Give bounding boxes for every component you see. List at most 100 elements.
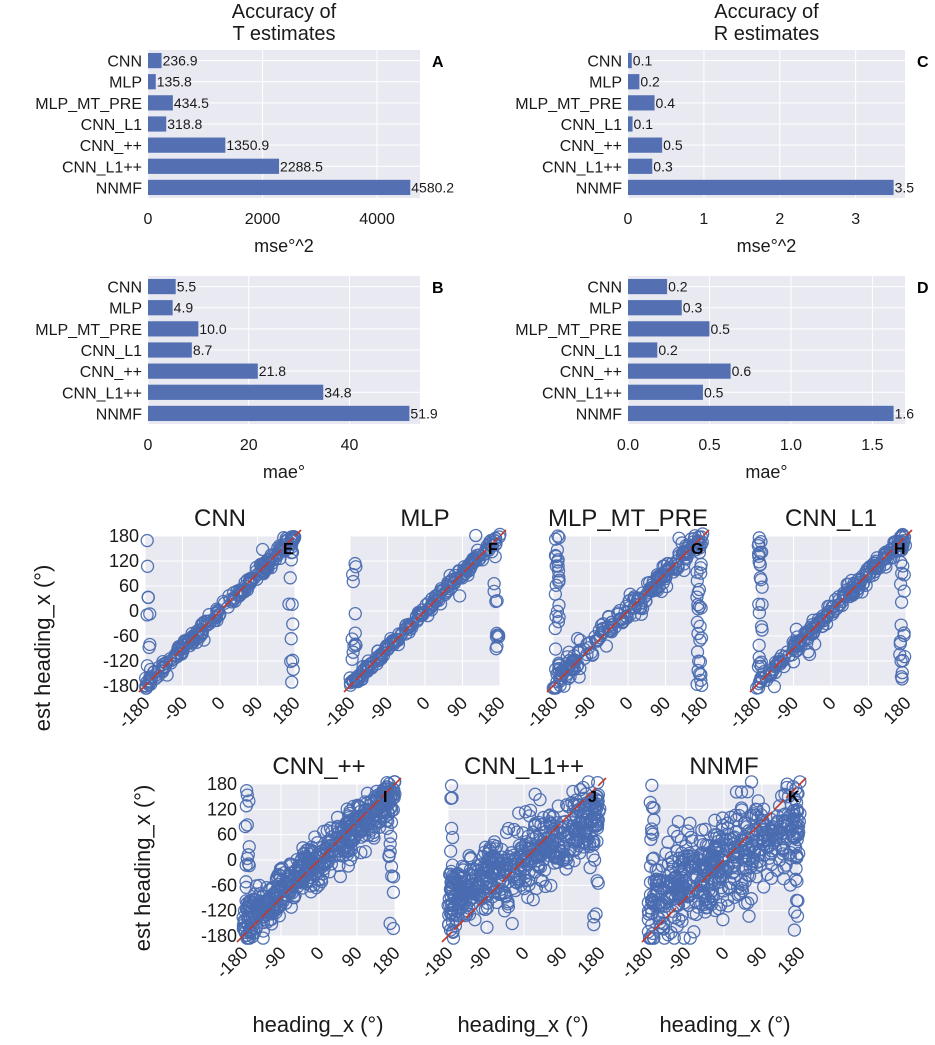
data-point (661, 561, 676, 575)
scatter-points (641, 775, 807, 945)
data-point (551, 553, 565, 567)
data-point (731, 888, 746, 902)
x-tick-label: 180 (879, 693, 914, 728)
bar (148, 158, 280, 174)
data-point (528, 816, 543, 831)
data-point (346, 645, 360, 659)
data-point (691, 860, 706, 874)
data-point (567, 812, 581, 826)
data-point (355, 822, 370, 836)
data-point (285, 675, 299, 689)
bar (148, 321, 199, 337)
data-point (353, 815, 367, 829)
data-point (765, 828, 780, 843)
data-point (507, 822, 521, 837)
data-point (662, 889, 677, 903)
bar (148, 384, 324, 400)
panel-label: E (283, 541, 294, 558)
category-label: MLP (589, 75, 622, 92)
data-point (559, 814, 573, 829)
data-point (747, 807, 761, 821)
data-point (735, 803, 749, 817)
data-point (283, 571, 297, 585)
data-point (273, 884, 288, 898)
data-point (740, 785, 755, 799)
data-point (772, 799, 787, 813)
panel-label: F (488, 541, 498, 558)
x-tick-label: -180 (617, 943, 657, 983)
data-point (443, 923, 458, 937)
bar-value-label: 318.8 (167, 116, 202, 132)
data-point (894, 595, 909, 609)
data-point (599, 639, 614, 653)
data-point (730, 880, 745, 894)
data-point (772, 652, 787, 666)
bar-value-label: 0.6 (732, 363, 752, 379)
data-point (275, 861, 289, 875)
data-point (241, 857, 256, 871)
data-point (432, 587, 446, 601)
x-tick-label: 1.0 (780, 437, 802, 454)
data-point (505, 916, 519, 931)
data-point (675, 914, 689, 928)
category-label: CNN (587, 280, 622, 297)
data-point (736, 843, 750, 858)
data-point (790, 826, 805, 841)
data-point (567, 798, 581, 813)
data-point (780, 780, 794, 795)
data-point (360, 786, 375, 800)
data-point (537, 820, 551, 834)
data-point (738, 845, 753, 860)
data-point (445, 830, 460, 845)
data-point (467, 555, 481, 569)
data-point (893, 537, 908, 552)
data-point (543, 808, 557, 822)
x-tick-label: -90 (462, 943, 495, 976)
data-point (657, 931, 672, 945)
data-point (386, 885, 401, 899)
data-point (690, 615, 705, 629)
data-point (693, 536, 707, 550)
data-point (687, 925, 701, 939)
scatter-panel-g: MLP_MT_PRE G -180 -90 0 90 180 (522, 505, 712, 732)
data-point (727, 864, 741, 879)
panel-label: B (432, 280, 444, 297)
category-label: MLP (109, 301, 142, 318)
data-point (590, 797, 605, 811)
x-tick-label: 0 (307, 943, 328, 964)
x-tick-label: 0 (712, 943, 733, 964)
data-point (217, 596, 232, 610)
data-point (552, 846, 566, 861)
x-tick-label: 0 (413, 693, 434, 714)
data-point (628, 608, 642, 622)
data-point (233, 583, 247, 597)
data-point (487, 584, 501, 598)
panel-label: D (917, 280, 929, 297)
chart-title: CNN_L1 (785, 505, 877, 532)
data-point (141, 590, 155, 605)
data-point (641, 912, 656, 927)
data-point (790, 874, 804, 888)
data-point (444, 906, 459, 920)
data-point (717, 850, 731, 864)
data-point (788, 872, 803, 886)
x-tick-label: 2000 (245, 211, 281, 228)
data-point (242, 901, 256, 915)
bar-value-label: 0.2 (668, 279, 688, 295)
data-point (894, 618, 908, 632)
data-point (685, 834, 699, 848)
category-label: CNN_L1 (561, 117, 622, 134)
data-point (546, 846, 560, 860)
identity-line (343, 529, 507, 693)
data-point (284, 632, 298, 646)
data-point (386, 921, 401, 936)
data-point (339, 823, 354, 838)
data-point (741, 868, 755, 882)
data-point (646, 926, 660, 941)
bar-value-label: 0.5 (710, 321, 730, 337)
y-tick-label: 120 (109, 551, 139, 571)
data-point (754, 675, 768, 689)
data-point (512, 806, 526, 820)
data-point (465, 872, 479, 886)
data-point (678, 869, 692, 883)
